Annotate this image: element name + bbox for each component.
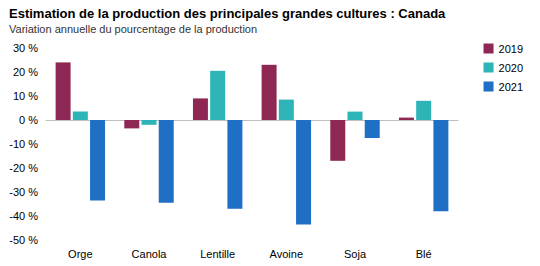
svg-text:10 %: 10 % [13, 90, 38, 102]
svg-text:-50 %: -50 % [9, 234, 38, 246]
svg-text:30 %: 30 % [13, 42, 38, 54]
svg-text:-30 %: -30 % [9, 186, 38, 198]
svg-text:2021: 2021 [499, 81, 523, 93]
svg-text:2020: 2020 [499, 62, 523, 74]
svg-text:Orge: Orge [68, 248, 92, 260]
svg-text:Estimation de la production de: Estimation de la production des principa… [9, 6, 446, 21]
svg-text:-40 %: -40 % [9, 210, 38, 222]
svg-text:-20 %: -20 % [9, 162, 38, 174]
svg-text:2019: 2019 [499, 43, 523, 55]
svg-text:Blé: Blé [416, 248, 432, 260]
svg-text:Variation annuelle du pourcent: Variation annuelle du pourcentage de la … [9, 23, 257, 35]
svg-text:Canola: Canola [132, 248, 168, 260]
svg-text:Lentille: Lentille [200, 248, 235, 260]
svg-text:20 %: 20 % [13, 66, 38, 78]
svg-text:Avoine: Avoine [270, 248, 303, 260]
svg-text:Soja: Soja [344, 248, 367, 260]
svg-text:0 %: 0 % [19, 114, 38, 126]
svg-text:-10 %: -10 % [9, 138, 38, 150]
